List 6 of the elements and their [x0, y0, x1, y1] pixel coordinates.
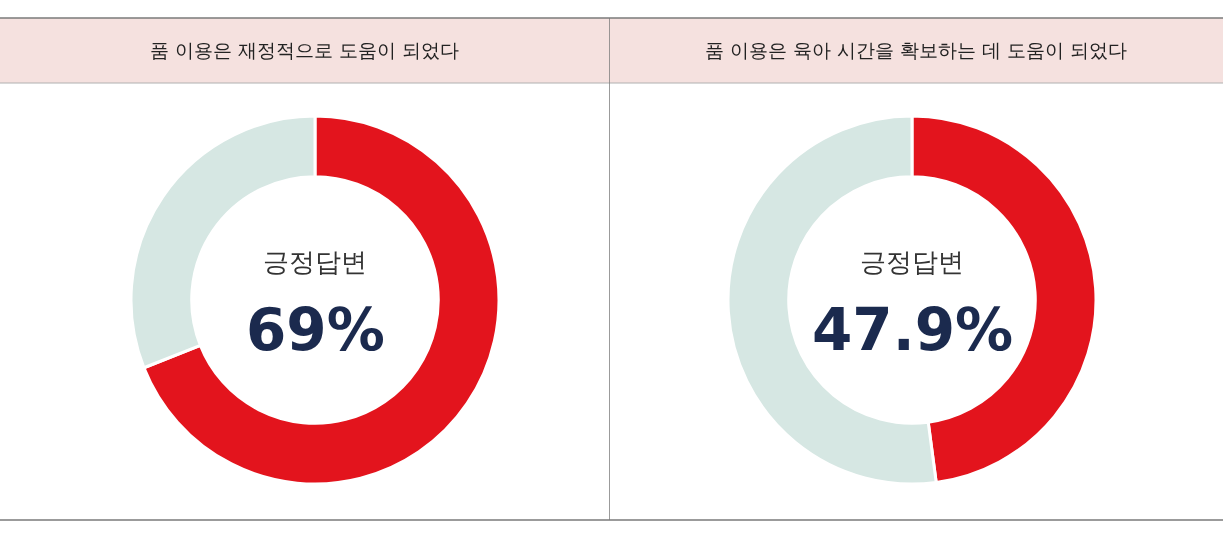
text: 47.9%: [812, 296, 1014, 364]
chart-title: 품 이용은 육아 시간을 확보하는 데 도움이 되었다: [704, 38, 1128, 61]
text: 69%: [246, 296, 385, 364]
text: 긍정답변: [263, 247, 367, 277]
chart-title: 품 이용은 재정적으로 도움이 되었다: [149, 38, 460, 61]
text: 긍정답변: [860, 247, 964, 277]
